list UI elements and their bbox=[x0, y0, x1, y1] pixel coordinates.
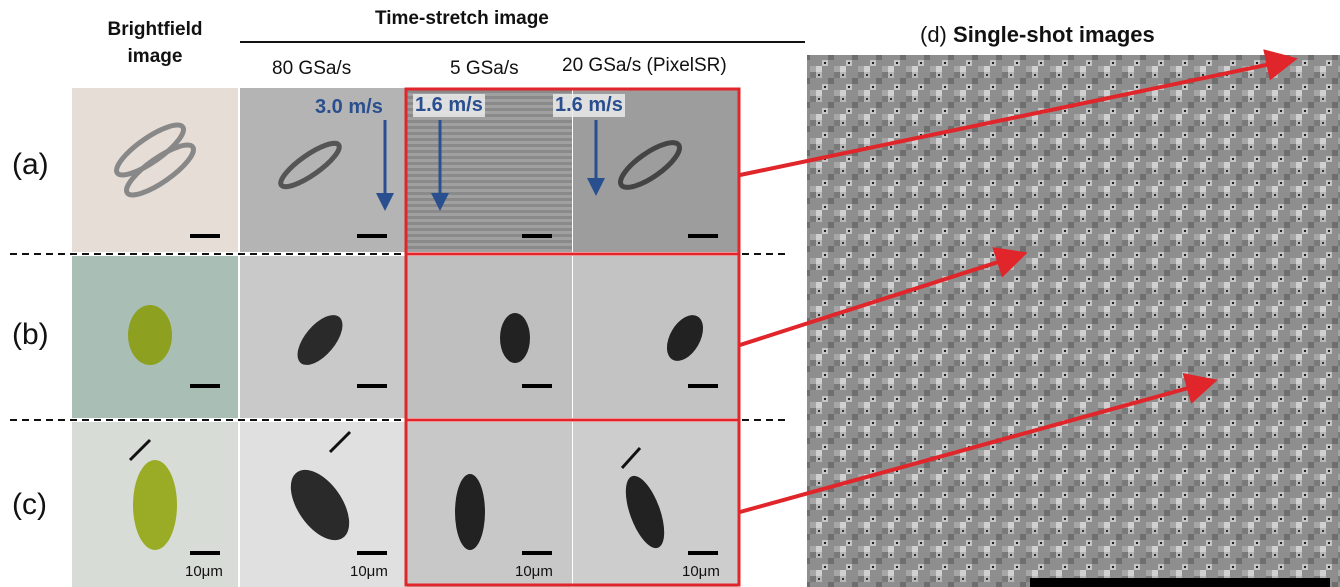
speed-label: 1.6 m/s bbox=[413, 94, 485, 117]
image bbox=[573, 256, 738, 418]
scale-label: 10μm bbox=[682, 563, 720, 580]
panel-title: (d) Single-shot images bbox=[920, 22, 1155, 48]
figure: Brightfield image Time-stretch image 80 … bbox=[0, 0, 1340, 587]
figure-graphics bbox=[0, 0, 1340, 587]
row-label: (b) bbox=[12, 318, 49, 352]
column-subheader: 20 GSa/s (PixelSR) bbox=[562, 55, 727, 77]
speed-label: 1.6 m/s bbox=[553, 94, 625, 117]
panel-label: (d) bbox=[920, 22, 947, 47]
image bbox=[72, 88, 238, 252]
cell bbox=[455, 474, 485, 550]
cell bbox=[500, 313, 530, 363]
image bbox=[407, 256, 572, 418]
scale-label: 10μm bbox=[515, 563, 553, 580]
column-subheader: 5 GSa/s bbox=[450, 58, 519, 80]
scale-label: 10μm bbox=[350, 563, 388, 580]
scale-label: 10μm bbox=[185, 563, 223, 580]
row-label: (a) bbox=[12, 148, 49, 182]
speed-label: 3.0 m/s bbox=[313, 96, 385, 119]
cell bbox=[128, 305, 172, 365]
column-subheader: 80 GSa/s bbox=[272, 58, 351, 80]
row-label: (c) bbox=[12, 488, 47, 522]
column-header: Time-stretch image bbox=[375, 8, 549, 30]
column-header: Brightfield image bbox=[80, 16, 230, 70]
cell bbox=[133, 460, 177, 550]
scale-bar bbox=[1030, 578, 1330, 587]
panel-title-text: Single-shot images bbox=[953, 22, 1155, 47]
single-shot-image bbox=[807, 55, 1340, 587]
